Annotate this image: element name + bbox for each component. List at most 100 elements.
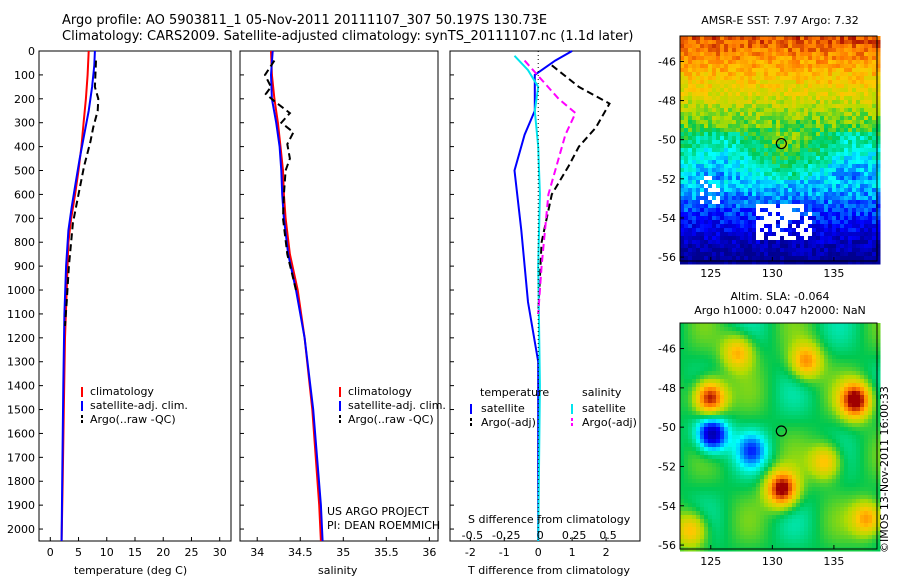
heatmap-cell <box>756 76 761 81</box>
heatmap-cell <box>804 419 809 424</box>
heatmap-cell <box>864 180 869 185</box>
heatmap-cell <box>856 40 861 45</box>
heatmap-cell <box>876 415 881 420</box>
heatmap-cell <box>748 471 753 476</box>
heatmap-cell <box>852 415 857 420</box>
heatmap-cell <box>732 140 737 145</box>
heatmap-cell <box>828 184 833 189</box>
heatmap-cell <box>732 367 737 372</box>
heatmap-cell <box>724 403 729 408</box>
heatmap-cell <box>852 256 857 261</box>
heatmap-cell <box>688 208 693 213</box>
heatmap-cell <box>756 204 761 209</box>
heatmap-cell <box>708 84 713 89</box>
heatmap-cell <box>748 76 753 81</box>
heatmap-cell <box>716 100 721 105</box>
heatmap-cell <box>700 339 705 344</box>
heatmap-cell <box>828 371 833 376</box>
legend-entry: climatology <box>348 385 412 398</box>
heatmap-cell <box>868 355 873 360</box>
heatmap-cell <box>820 64 825 69</box>
heatmap-cell <box>716 132 721 137</box>
heatmap-cell <box>712 176 717 181</box>
heatmap-cell <box>684 208 689 213</box>
heatmap-cell <box>696 359 701 364</box>
heatmap-cell <box>728 132 733 137</box>
heatmap-cell <box>720 232 725 237</box>
heatmap-cell <box>808 152 813 157</box>
heatmap-cell <box>848 100 853 105</box>
heatmap-cell <box>724 104 729 109</box>
heatmap-cell <box>692 196 697 201</box>
heatmap-cell <box>804 363 809 368</box>
heatmap-cell <box>712 112 717 117</box>
heatmap-cell <box>680 379 685 384</box>
heatmap-cell <box>820 379 825 384</box>
heatmap-cell <box>860 228 865 233</box>
heatmap-cell <box>688 80 693 85</box>
heatmap-cell <box>808 208 813 213</box>
heatmap-cell <box>848 180 853 185</box>
heatmap-cell <box>752 224 757 229</box>
heatmap-cell <box>772 403 777 408</box>
heatmap-cell <box>680 327 685 332</box>
heatmap-cell <box>824 455 829 460</box>
heatmap-cell <box>872 471 877 476</box>
heatmap-cell <box>700 136 705 141</box>
heatmap-cell <box>796 463 801 468</box>
heatmap-cell <box>708 60 713 65</box>
heatmap-cell <box>728 335 733 340</box>
heatmap-cell <box>792 471 797 476</box>
heatmap-cell <box>780 248 785 253</box>
heatmap-cell <box>724 216 729 221</box>
heatmap-cell <box>796 228 801 233</box>
heatmap-cell <box>716 475 721 480</box>
heatmap-cell <box>816 244 821 249</box>
heatmap-cell <box>780 196 785 201</box>
heatmap-cell <box>860 84 865 89</box>
heatmap-cell <box>836 164 841 169</box>
heatmap-cell <box>704 323 709 328</box>
heatmap-cell <box>808 236 813 241</box>
heatmap-cell <box>836 327 841 332</box>
heatmap-cell <box>780 379 785 384</box>
heatmap-cell <box>748 208 753 213</box>
heatmap-cell <box>748 200 753 205</box>
heatmap-cell <box>704 36 709 41</box>
heatmap-cell <box>768 351 773 356</box>
y-tick-label: 200 <box>14 93 35 106</box>
heatmap-cell <box>740 256 745 261</box>
heatmap-cell <box>836 108 841 113</box>
heatmap-cell <box>764 64 769 69</box>
heatmap-cell <box>812 52 817 57</box>
heatmap-cell <box>796 192 801 197</box>
heatmap-cell <box>692 331 697 336</box>
heatmap-cell <box>764 451 769 456</box>
heatmap-cell <box>740 204 745 209</box>
heatmap-cell <box>784 371 789 376</box>
heatmap-cell <box>828 140 833 145</box>
heatmap-cell <box>784 339 789 344</box>
heatmap-cell <box>796 236 801 241</box>
heatmap-cell <box>712 124 717 129</box>
heatmap-cell <box>872 431 877 436</box>
heatmap-cell <box>856 256 861 261</box>
heatmap-cell <box>852 124 857 129</box>
heatmap-cell <box>788 72 793 77</box>
heatmap-cell <box>812 176 817 181</box>
heatmap-cell <box>780 144 785 149</box>
heatmap-cell <box>740 252 745 257</box>
heatmap-cell <box>748 475 753 480</box>
heatmap-cell <box>872 112 877 117</box>
heatmap-cell <box>752 96 757 101</box>
heatmap-cell <box>868 431 873 436</box>
heatmap-cell <box>820 256 825 261</box>
heatmap-cell <box>708 451 713 456</box>
heatmap-cell <box>788 60 793 65</box>
heatmap-cell <box>720 339 725 344</box>
heatmap-cell <box>768 156 773 161</box>
heatmap-cell <box>796 100 801 105</box>
heatmap-cell <box>848 120 853 125</box>
heatmap-cell <box>716 160 721 165</box>
heatmap-cell <box>772 375 777 380</box>
